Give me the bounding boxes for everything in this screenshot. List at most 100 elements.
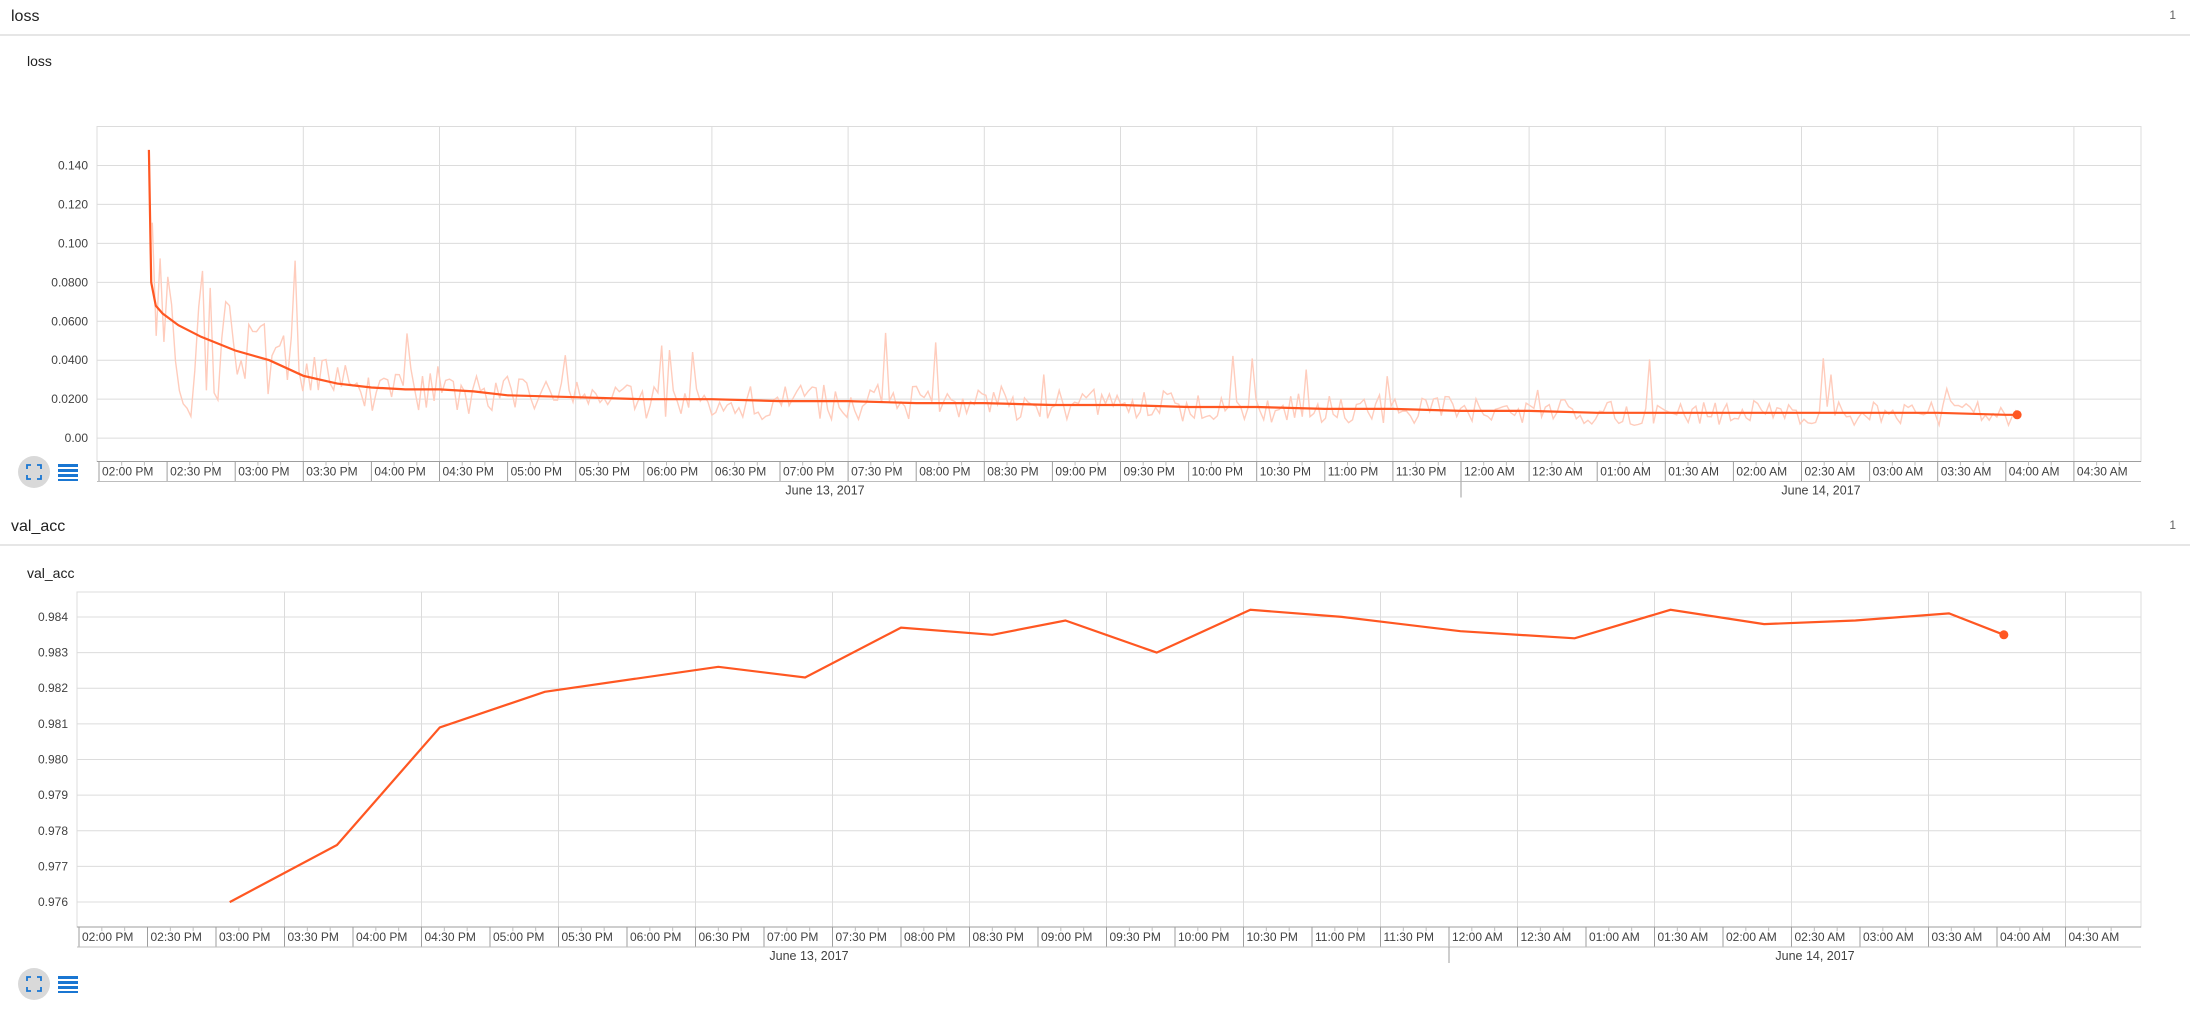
data-point	[709, 396, 715, 402]
x-tick-label: 07:30 PM	[836, 930, 887, 944]
data-point	[1761, 621, 1767, 627]
chart-title: val_acc	[27, 565, 75, 581]
data-point	[368, 384, 374, 390]
data-point	[845, 398, 851, 404]
x-tick-label: 04:30 PM	[425, 930, 476, 944]
x-tick-label: 07:30 PM	[851, 465, 902, 479]
data-point	[898, 625, 904, 631]
data-point	[1062, 618, 1068, 624]
data-point	[1254, 404, 1260, 410]
x-tick-label: 08:30 PM	[973, 930, 1024, 944]
data-point	[981, 400, 987, 406]
y-tick-label: 0.100	[58, 236, 88, 250]
x-tick-label: 02:30 PM	[151, 930, 202, 944]
x-tick-label: 06:30 PM	[715, 465, 766, 479]
data-point	[266, 357, 272, 363]
x-tick-label: 03:30 AM	[1932, 930, 1983, 944]
y-tick-label: 0.0400	[51, 353, 88, 367]
data-point	[300, 373, 306, 379]
y-tick-label: 0.0600	[51, 314, 88, 328]
data-point	[175, 322, 181, 328]
data-point	[2003, 412, 2009, 418]
fullscreen-icon	[26, 464, 42, 480]
x-tick-label: 04:30 AM	[2077, 465, 2128, 479]
x-tick-label: 01:30 AM	[1668, 465, 1719, 479]
x-tick-label: 02:30 PM	[170, 465, 221, 479]
data-point	[402, 386, 408, 392]
data-point	[542, 689, 548, 695]
expand-chart-button[interactable]	[18, 456, 50, 488]
x-tick-label: 12:30 AM	[1521, 930, 1572, 944]
val-acc-chart[interactable]: 0.976 0.977 0.978 0.979 0.980 0.981 0.982 0.983…	[0, 510, 2190, 970]
loss-section-header[interactable]: loss 1	[0, 0, 2190, 36]
data-point	[1594, 410, 1600, 416]
series-line	[147, 149, 2018, 416]
x-tick-label: 12:30 AM	[1532, 465, 1583, 479]
x-tick-label: 06:00 PM	[630, 930, 681, 944]
data-point	[437, 386, 443, 392]
x-tick-label: 11:00 PM	[1328, 465, 1378, 479]
expand-chart-button[interactable]	[18, 968, 50, 1000]
x-tick-label: 03:30 PM	[288, 930, 339, 944]
x-tick-label: 12:00 AM	[1464, 465, 1515, 479]
y-tick-label: 0.976	[38, 895, 68, 909]
x-tick-label: 10:30 PM	[1247, 930, 1298, 944]
data-point	[989, 632, 995, 638]
y-tick-label: 0.00	[65, 431, 89, 445]
data-point	[1390, 406, 1396, 412]
x-tick-label: 07:00 PM	[767, 930, 818, 944]
x-tick-label: 09:00 PM	[1055, 465, 1106, 479]
y-tick-label: 0.979	[38, 788, 68, 802]
x-tick-label: 10:00 PM	[1178, 930, 1229, 944]
x-tick-label: 05:30 PM	[579, 465, 630, 479]
x-tick-label: 02:30 AM	[1795, 930, 1846, 944]
data-point	[437, 724, 443, 730]
data-point	[471, 388, 477, 394]
data-point	[334, 381, 340, 387]
x-tick-label: 11:30 PM	[1384, 930, 1434, 944]
section-count: 1	[2169, 8, 2176, 22]
data-point	[334, 842, 340, 848]
data-point	[227, 899, 233, 905]
data-point	[1154, 650, 1160, 656]
section-count: 1	[2169, 518, 2176, 532]
loss-chart[interactable]: 0.00 0.0200 0.0400 0.0600 0.0800 0.100 0.120 0.…	[0, 0, 2190, 498]
data-point	[1322, 406, 1328, 412]
section-title: val_acc	[11, 518, 66, 535]
x-date-label: June 14, 2017	[1775, 949, 1854, 963]
data-point	[802, 675, 808, 681]
x-tick-label: 02:00 PM	[82, 930, 133, 944]
data-point	[232, 347, 238, 353]
data-point	[1935, 410, 1941, 416]
list-icon[interactable]	[58, 974, 78, 994]
data-point	[573, 394, 579, 400]
x-tick-label: 02:00 AM	[1726, 930, 1777, 944]
y-tick-label: 0.983	[38, 646, 68, 660]
x-tick-label: 11:30 PM	[1396, 465, 1446, 479]
x-tick-label: 03:30 PM	[306, 465, 357, 479]
x-tick-label: 09:30 PM	[1110, 930, 1161, 944]
data-point	[1049, 402, 1055, 408]
x-tick-label: 06:00 PM	[647, 465, 698, 479]
x-tick-label: 03:00 PM	[238, 465, 289, 479]
data-point	[148, 279, 154, 285]
x-tick-label: 10:30 PM	[1260, 465, 1311, 479]
x-tick-label: 01:30 AM	[1658, 930, 1709, 944]
list-icon[interactable]	[58, 462, 78, 482]
data-point	[1247, 607, 1253, 613]
data-point	[1339, 614, 1345, 620]
val-acc-section-header[interactable]: val_acc 1	[0, 510, 2190, 546]
y-tick-label: 0.980	[38, 753, 68, 767]
data-point	[1572, 635, 1578, 641]
data-point	[641, 396, 647, 402]
x-tick-label: 01:00 AM	[1589, 930, 1640, 944]
x-tick-label: 01:00 AM	[1600, 465, 1651, 479]
last-point-marker	[1999, 630, 2009, 640]
x-tick-label: 03:00 PM	[219, 930, 270, 944]
x-date-label: June 14, 2017	[1781, 484, 1860, 498]
y-tick-label: 0.978	[38, 824, 68, 838]
data-point	[160, 310, 166, 316]
data-point	[153, 303, 159, 309]
x-tick-label: 09:30 PM	[1124, 465, 1175, 479]
data-point	[1730, 410, 1736, 416]
